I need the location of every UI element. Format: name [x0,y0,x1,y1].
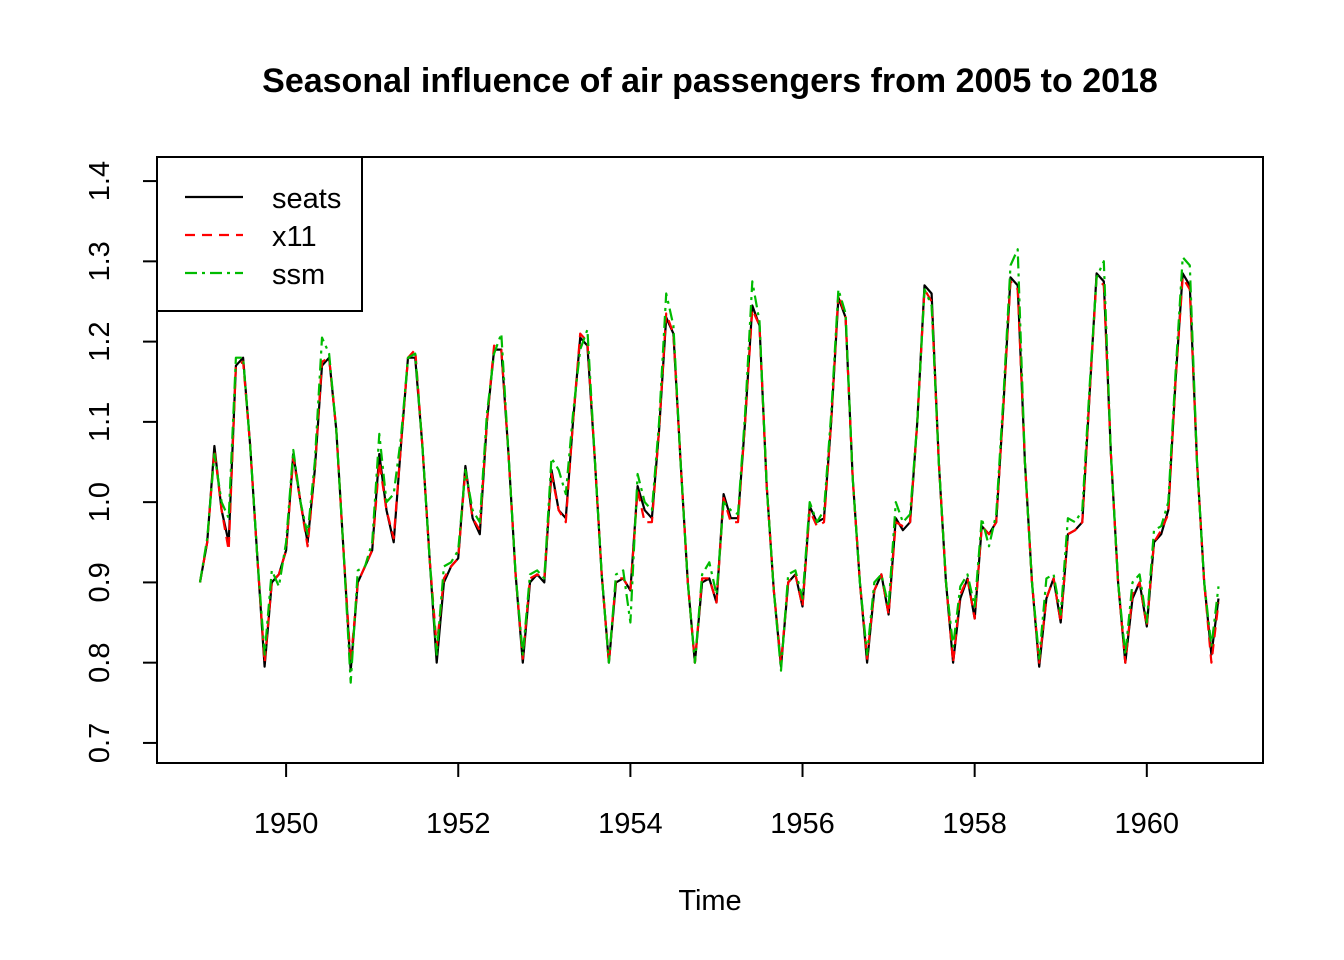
y-tick-label: 0.7 [84,723,116,763]
y-axis: 0.7 0.8 0.9 1.0 1.1 1.2 1.3 1.4 [84,161,158,763]
x-tick-label: 1956 [770,808,835,840]
series-line-seats [198,272,1220,672]
x-axis: 1950 1952 1954 1956 1958 1960 [254,762,1180,840]
series-line-x11 [198,276,1220,664]
y-tick-label: 1.3 [84,241,116,281]
y-tick-label: 0.9 [84,562,116,602]
series-layer [198,248,1220,684]
x-tick-label: 1960 [1115,808,1180,840]
y-tick-label: 1.2 [84,321,116,361]
legend-label-x11: x11 [272,221,317,253]
x-tick-label: 1952 [426,808,491,840]
y-tick-label: 1.0 [84,482,116,522]
x-tick-label: 1958 [942,808,1007,840]
x-tick-label: 1950 [254,808,319,840]
legend-label-seats: seats [272,183,341,215]
y-tick-label: 1.1 [84,402,116,442]
y-tick-label: 0.8 [84,643,116,683]
x-axis-title: Time [678,885,741,917]
legend: seats x11 ssm [156,156,363,312]
x-tick-label: 1954 [598,808,663,840]
chart-title: Seasonal influence of air passengers fro… [262,62,1158,100]
legend-items: seats x11 ssm [185,183,341,291]
series-line-ssm [198,248,1220,684]
legend-label-ssm: ssm [272,259,325,291]
y-tick-label: 1.4 [84,161,116,201]
